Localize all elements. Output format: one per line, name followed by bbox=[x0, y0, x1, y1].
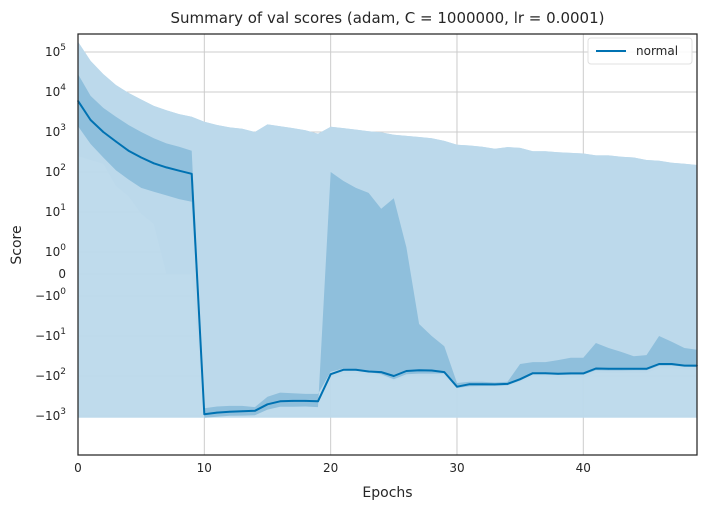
data-point bbox=[140, 156, 142, 159]
y-tick-label: −101 bbox=[35, 327, 66, 343]
data-point bbox=[670, 363, 673, 365]
band-inner bbox=[78, 74, 697, 418]
y-tick-exponent: 5 bbox=[60, 43, 66, 53]
data-point bbox=[557, 372, 559, 375]
y-tick-exponent: 1 bbox=[60, 203, 66, 213]
x-tick-label: 20 bbox=[323, 461, 338, 475]
y-tick-exponent: 2 bbox=[60, 367, 66, 377]
data-point bbox=[115, 140, 117, 143]
y-tick-label: 100 bbox=[45, 243, 66, 259]
data-point bbox=[203, 413, 206, 415]
y-tick-exponent: 2 bbox=[60, 163, 66, 173]
y-tick-exponent: 3 bbox=[60, 123, 66, 133]
x-tick-label: 0 bbox=[74, 461, 82, 475]
series-line-normal bbox=[77, 100, 697, 416]
data-point bbox=[89, 119, 92, 121]
data-point bbox=[102, 131, 105, 133]
data-point bbox=[355, 369, 357, 371]
data-point bbox=[190, 173, 193, 175]
data-point bbox=[658, 363, 660, 365]
data-point bbox=[165, 166, 168, 169]
data-point bbox=[683, 364, 686, 367]
y-tick-exponent: 3 bbox=[60, 407, 66, 417]
data-point bbox=[595, 367, 597, 370]
data-point bbox=[266, 403, 269, 406]
data-point bbox=[531, 372, 534, 374]
data-point bbox=[645, 367, 648, 370]
x-tick-label: 10 bbox=[197, 461, 212, 475]
x-axis-label: Epochs bbox=[362, 485, 412, 501]
data-point bbox=[494, 383, 496, 386]
confidence-bands bbox=[78, 41, 697, 418]
y-tick-exponent: 1 bbox=[60, 327, 66, 337]
y-tick-exponent: 0 bbox=[60, 243, 66, 253]
y-tick-exponent: 4 bbox=[60, 83, 66, 93]
data-point bbox=[317, 400, 319, 403]
data-point bbox=[241, 410, 244, 413]
data-point bbox=[418, 369, 420, 372]
data-point bbox=[633, 367, 635, 370]
x-tick-label: 30 bbox=[449, 461, 464, 475]
data-point bbox=[506, 383, 509, 385]
data-point bbox=[304, 400, 307, 402]
data-point bbox=[481, 383, 484, 385]
data-point bbox=[216, 411, 218, 414]
data-point bbox=[279, 400, 281, 403]
y-tick-label: −103 bbox=[35, 407, 66, 423]
data-point bbox=[228, 410, 231, 413]
data-point bbox=[393, 375, 395, 377]
data-point bbox=[127, 149, 130, 152]
y-tick-exponent: 0 bbox=[60, 287, 66, 297]
plot-frame bbox=[77, 33, 698, 456]
y-tick-label: −100 bbox=[35, 287, 66, 303]
data-point bbox=[367, 370, 370, 373]
y-tick-label: −102 bbox=[35, 367, 66, 383]
data-point bbox=[443, 371, 446, 373]
data-point bbox=[456, 385, 458, 388]
y-tick-label: 102 bbox=[45, 163, 66, 179]
y-tick-label: 101 bbox=[45, 203, 66, 219]
data-point bbox=[329, 373, 332, 375]
x-axis-ticks: 0 10 20 30 40 bbox=[74, 461, 591, 475]
y-tick-label: 104 bbox=[45, 83, 66, 99]
data-point bbox=[405, 370, 408, 372]
y-tick-label: 0 bbox=[58, 267, 66, 281]
data-point bbox=[178, 169, 180, 172]
x-tick-label: 40 bbox=[576, 461, 591, 475]
data-point bbox=[291, 400, 294, 402]
y-tick-label: 103 bbox=[45, 123, 66, 139]
legend-label-normal: normal bbox=[636, 44, 678, 58]
y-tick-label: 105 bbox=[45, 43, 66, 59]
y-axis-label: Score bbox=[9, 225, 25, 264]
data-point bbox=[468, 383, 471, 385]
data-point bbox=[254, 409, 256, 412]
data-point bbox=[152, 162, 155, 165]
data-point bbox=[569, 372, 572, 375]
chart-title: Summary of val scores (adam, C = 1000000… bbox=[171, 9, 605, 27]
data-point bbox=[342, 369, 345, 371]
data-point bbox=[582, 372, 585, 375]
data-point bbox=[620, 367, 623, 370]
legend-box bbox=[587, 37, 693, 65]
data-point bbox=[607, 367, 610, 370]
data-point bbox=[544, 372, 547, 374]
data-point bbox=[380, 371, 382, 373]
data-point bbox=[430, 369, 433, 372]
legend: normal bbox=[587, 37, 693, 65]
data-point bbox=[519, 378, 521, 380]
